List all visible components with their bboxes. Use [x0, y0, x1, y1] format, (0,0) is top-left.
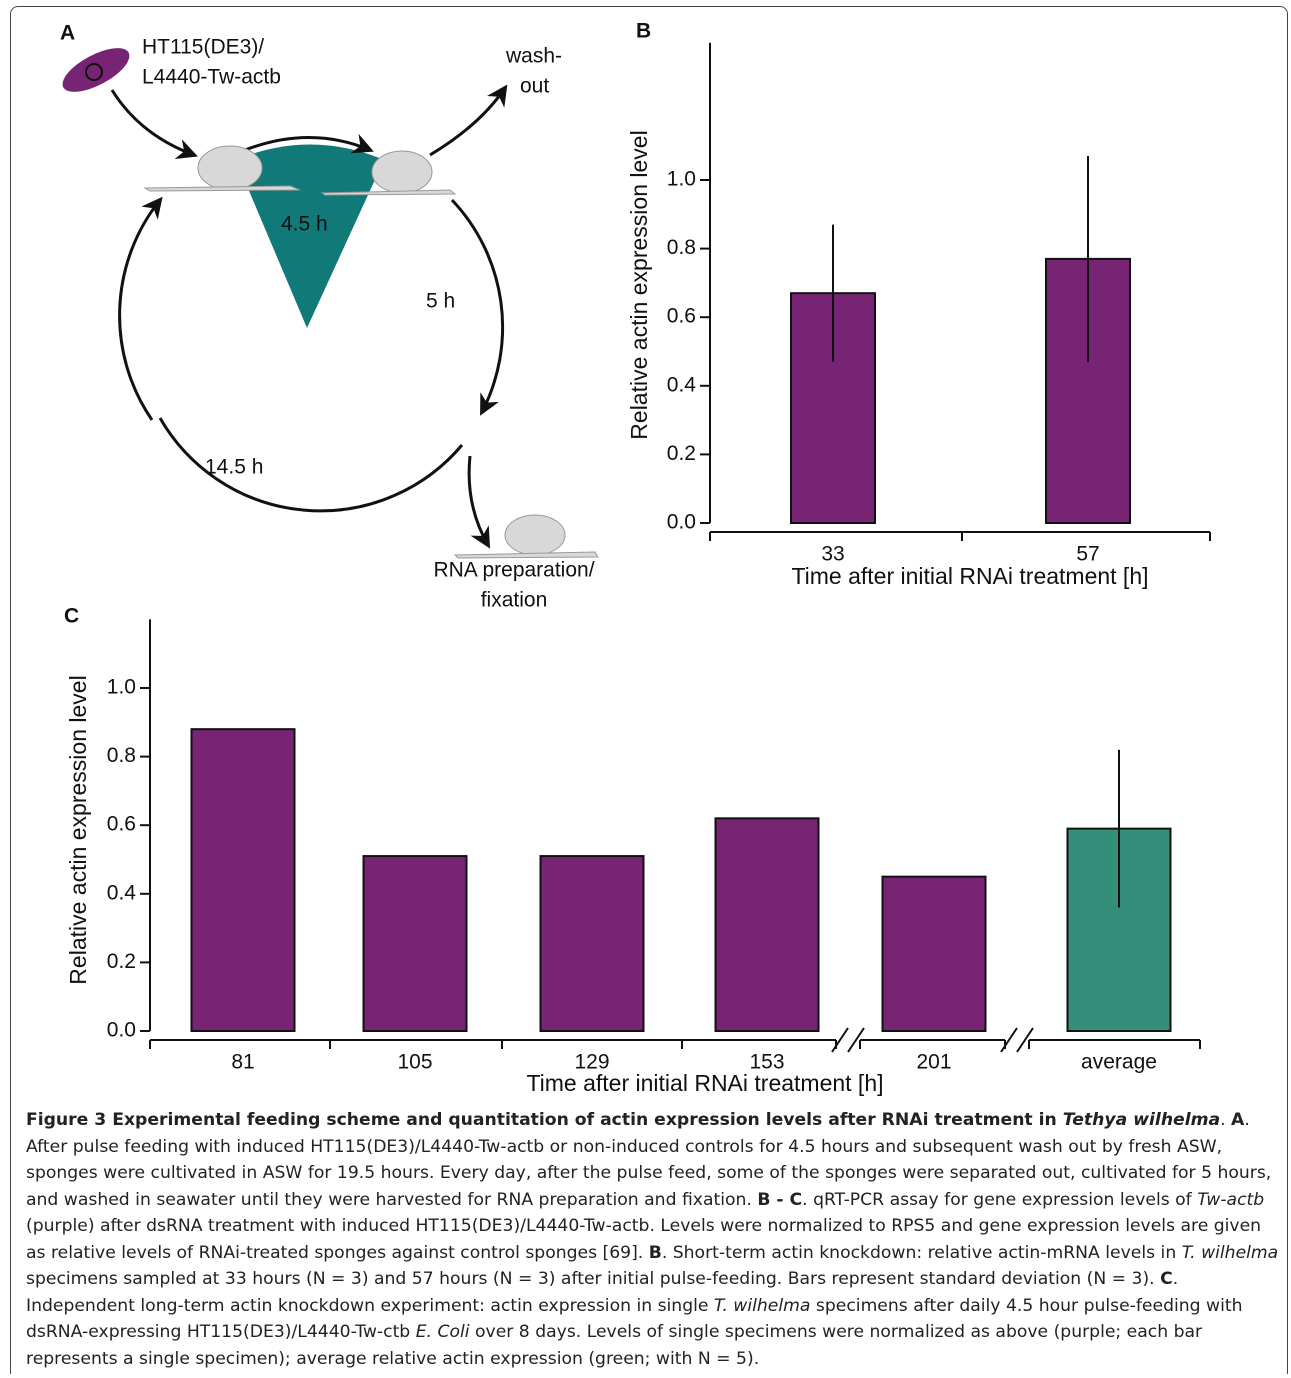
caption-run: T. wilhelma	[713, 1295, 811, 1316]
bacterium	[62, 48, 130, 92]
bar	[881, 875, 987, 1033]
figure: A HT115(DE3)/ L4440-Tw-actb wash-out 4.5 h 5 …	[60, 20, 1211, 1096]
caption-run: (purple) after dsRNA treatment with indu…	[26, 1216, 1262, 1263]
caption-run: C	[1160, 1269, 1173, 1289]
y-axis-label: Relative actin expression level	[65, 675, 91, 984]
diagram-label: fixation	[481, 589, 548, 612]
y-tick-label: 0.6	[667, 305, 696, 328]
caption-run: Tw-actb	[1197, 1189, 1265, 1210]
diagram-label: 14.5 h	[205, 456, 263, 479]
axis-break	[831, 1027, 849, 1053]
caption-run: Figure 3 Experimental feeding scheme and…	[26, 1110, 1063, 1130]
diagram-label: 5 h	[426, 290, 455, 313]
axis-break	[847, 1027, 865, 1053]
sponges	[143, 145, 599, 559]
caption-run: . After pulse feeding with induced HT115…	[26, 1110, 1272, 1210]
y-tick-label: 0.4	[107, 881, 137, 904]
bar	[190, 728, 296, 1032]
caption-run: . qRT-PCR assay for gene expression leve…	[802, 1189, 1198, 1210]
caption: Figure 3 Experimental feeding scheme and…	[26, 1107, 1281, 1372]
y-tick-label: 0.8	[107, 744, 136, 767]
figure-frame	[10, 6, 1288, 1374]
plasmid	[85, 63, 103, 81]
panel-label: C	[64, 605, 79, 628]
pulse-arrow	[244, 133, 374, 154]
x-axis-label: Time after initial RNAi treatment [h]	[791, 563, 1148, 589]
caption-run: T. wilhelma	[1181, 1242, 1279, 1263]
feed-arrow	[110, 89, 198, 160]
axis-break	[1000, 1027, 1018, 1053]
cycle-arc	[158, 417, 464, 513]
caption-run: B	[648, 1242, 662, 1263]
panel-label: A	[60, 22, 75, 45]
axis-break	[1016, 1027, 1034, 1053]
caption-run: Tethya wilhelma	[1062, 1110, 1221, 1130]
harvest-arrow	[467, 455, 491, 549]
diagram-label: wash-	[505, 45, 562, 68]
diagram-label: RNA preparation/	[433, 559, 594, 582]
panel-label: B	[636, 20, 651, 43]
caption-run: specimens after daily 4.5 hour pulse-fee…	[26, 1295, 1243, 1343]
cycle-arrow	[118, 196, 163, 421]
y-tick-label: 0.4	[667, 373, 697, 396]
caption-run: over 8 days. Levels of single specimens …	[26, 1322, 1203, 1369]
diagram-label: L4440-Tw-actb	[142, 66, 281, 89]
y-axis-label: Relative actin expression level	[626, 130, 652, 439]
y-tick-label: 0.8	[667, 236, 696, 259]
y-tick-label: 0.0	[107, 1019, 136, 1042]
y-tick-label: 0.0	[667, 511, 696, 534]
caption-run: . Short-term actin knockdown: relative a…	[661, 1242, 1182, 1263]
y-tick-label: 0.2	[667, 442, 696, 465]
x-tick-label: 105	[397, 1051, 432, 1074]
x-tick-label: average	[1081, 1051, 1157, 1074]
x-tick-label: 129	[574, 1051, 609, 1074]
bar	[714, 817, 820, 1033]
diagram-label: out	[520, 75, 549, 98]
y-tick-label: 1.0	[667, 168, 696, 191]
y-tick-label: 0.6	[107, 813, 136, 836]
diagram-label: 4.5 h	[281, 213, 328, 236]
panel-a	[62, 48, 599, 559]
y-tick-label: 0.2	[107, 950, 136, 973]
caption-run: .	[1220, 1110, 1232, 1130]
washout-arrow	[429, 84, 508, 157]
bar	[362, 855, 468, 1032]
caption-run: . Independent long-term actin knockdown …	[26, 1269, 1179, 1316]
caption-run: E. Coli	[415, 1322, 470, 1342]
y-tick-label: 1.0	[107, 676, 136, 699]
bar	[539, 855, 645, 1032]
x-tick-label: 201	[916, 1051, 951, 1074]
x-tick-label: 33	[821, 543, 844, 566]
x-tick-label: 153	[749, 1051, 784, 1074]
x-tick-label: 81	[231, 1051, 254, 1074]
caption-run: specimens sampled at 33 hours (N = 3) an…	[26, 1269, 1161, 1289]
x-axis-label: Time after initial RNAi treatment [h]	[526, 1070, 883, 1096]
diagram-label: HT115(DE3)/	[142, 36, 264, 59]
caption-run: B - C	[757, 1189, 803, 1210]
x-tick-label: 57	[1076, 543, 1099, 566]
caption-run: A	[1231, 1110, 1245, 1130]
culture-arrow	[450, 198, 505, 416]
